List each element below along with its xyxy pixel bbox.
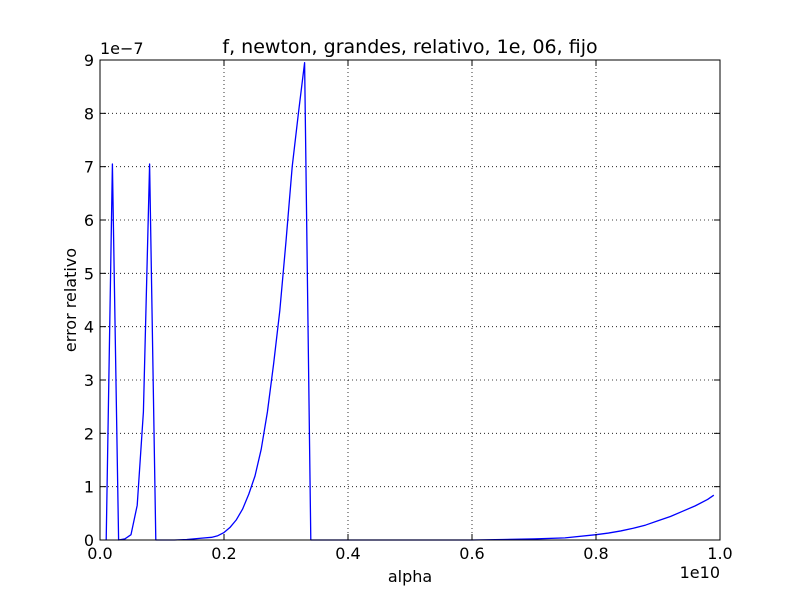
y-tick-label: 6 [84,211,94,230]
x-axis-label: alpha [388,567,432,586]
y-tick-label: 9 [84,51,94,70]
plot-area [100,60,720,540]
x-tick-label: 0.4 [335,544,360,563]
plot-frame [99,59,721,541]
y-offset-label: 1e−7 [100,39,144,58]
chart-title: f, newton, grandes, relativo, 1e, 06, fi… [222,36,597,58]
y-tick-label: 7 [84,158,94,177]
axis-ticks: 0.0 0.2 0.4 0.6 0.8 1.0 0 1 2 3 4 5 6 7 8 9 [84,51,733,563]
y-tick-label: 2 [84,424,94,443]
x-tick-label: 1.0 [707,544,732,563]
x-tick-label: 0.6 [459,544,484,563]
x-tick-label: 0.8 [583,544,608,563]
y-tick-label: 3 [84,371,94,390]
x-tick-label: 0.2 [211,544,236,563]
x-tick-label: 0.0 [87,544,112,563]
y-tick-label: 1 [84,478,94,497]
y-tick-label: 0 [84,531,94,550]
y-axis-label: error relativo [61,248,80,352]
y-tick-label: 4 [84,318,94,337]
y-tick-label: 8 [84,104,94,123]
x-offset-label: 1e10 [680,563,720,582]
grid-lines [100,60,720,540]
y-tick-label: 5 [84,264,94,283]
